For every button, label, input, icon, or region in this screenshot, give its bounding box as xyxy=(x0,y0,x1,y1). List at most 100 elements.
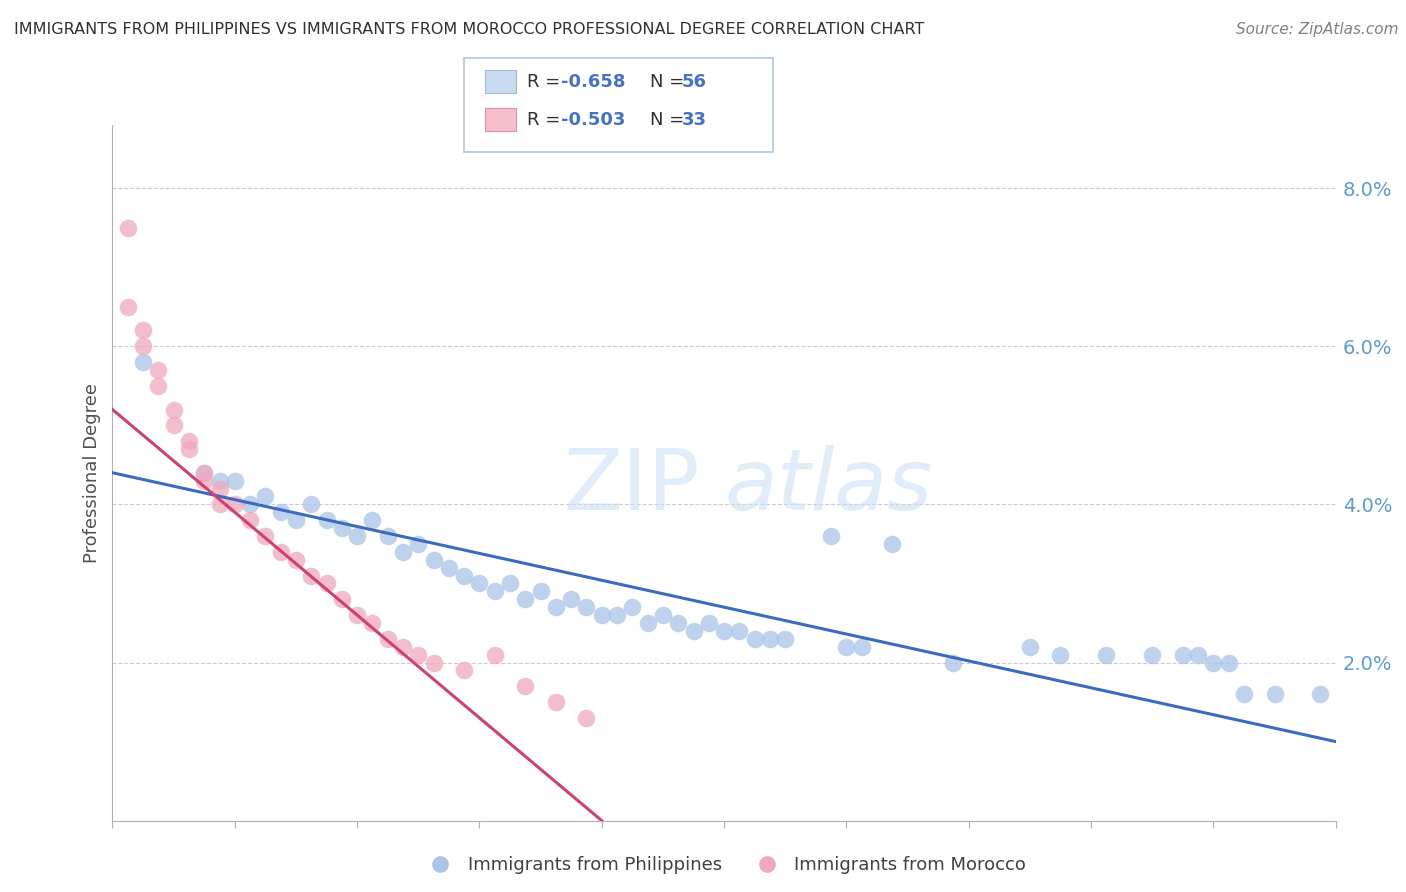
Point xyxy=(117,300,139,314)
Point xyxy=(942,656,965,670)
Point xyxy=(759,632,782,646)
Point xyxy=(163,402,186,417)
Point xyxy=(193,466,215,480)
Point xyxy=(132,323,155,337)
Point xyxy=(239,497,262,511)
Point xyxy=(148,363,170,377)
Point xyxy=(208,482,231,496)
Point xyxy=(468,576,491,591)
Point xyxy=(177,442,200,456)
Point xyxy=(652,608,675,623)
Point xyxy=(193,474,215,488)
Point xyxy=(544,695,567,709)
Point xyxy=(1142,648,1164,662)
Point xyxy=(392,640,415,654)
Point xyxy=(254,490,277,504)
Point xyxy=(208,497,231,511)
Point xyxy=(132,339,155,353)
Point xyxy=(408,537,430,551)
Point xyxy=(820,529,842,543)
Point xyxy=(1049,648,1071,662)
Point xyxy=(437,560,460,574)
Point xyxy=(208,474,231,488)
Point xyxy=(270,545,292,559)
Point xyxy=(284,513,308,527)
Text: R =: R = xyxy=(527,112,567,129)
Point xyxy=(270,505,292,519)
Point xyxy=(193,466,215,480)
Text: IMMIGRANTS FROM PHILIPPINES VS IMMIGRANTS FROM MOROCCO PROFESSIONAL DEGREE CORRE: IMMIGRANTS FROM PHILIPPINES VS IMMIGRANT… xyxy=(14,22,924,37)
Point xyxy=(346,608,368,623)
Point xyxy=(361,615,384,630)
Point xyxy=(621,600,644,615)
Point xyxy=(346,529,368,543)
Legend: Immigrants from Philippines, Immigrants from Morocco: Immigrants from Philippines, Immigrants … xyxy=(415,849,1033,881)
Y-axis label: Professional Degree: Professional Degree xyxy=(83,383,101,563)
Point xyxy=(606,608,628,623)
Point xyxy=(851,640,873,654)
Point xyxy=(132,355,155,369)
Point xyxy=(453,664,475,678)
Point xyxy=(330,521,353,535)
Point xyxy=(224,474,246,488)
Point xyxy=(1171,648,1194,662)
Point xyxy=(1218,656,1240,670)
Point xyxy=(422,552,444,567)
Point xyxy=(637,615,659,630)
Point xyxy=(239,513,262,527)
Text: 56: 56 xyxy=(682,73,707,91)
Point xyxy=(361,513,384,527)
Text: Source: ZipAtlas.com: Source: ZipAtlas.com xyxy=(1236,22,1399,37)
Point xyxy=(560,592,582,607)
Point xyxy=(728,624,751,638)
Point xyxy=(377,632,399,646)
Point xyxy=(299,568,322,582)
Point xyxy=(484,648,506,662)
Point xyxy=(713,624,735,638)
Point xyxy=(1018,640,1040,654)
Point xyxy=(224,497,246,511)
Point xyxy=(330,592,353,607)
Point xyxy=(575,600,598,615)
Point xyxy=(254,529,277,543)
Point xyxy=(408,648,430,662)
Point xyxy=(148,378,170,392)
Point xyxy=(1233,687,1256,701)
Text: N =: N = xyxy=(650,73,689,91)
Text: -0.658: -0.658 xyxy=(561,73,626,91)
Point xyxy=(177,434,200,449)
Text: R =: R = xyxy=(527,73,567,91)
Point xyxy=(515,592,537,607)
Point xyxy=(377,529,399,543)
Text: atlas: atlas xyxy=(724,445,932,528)
Point xyxy=(1309,687,1331,701)
Point xyxy=(666,615,689,630)
Text: ZIP: ZIP xyxy=(564,445,700,528)
Point xyxy=(163,418,186,433)
Point xyxy=(1264,687,1286,701)
Text: -0.503: -0.503 xyxy=(561,112,626,129)
Point xyxy=(284,552,308,567)
Point xyxy=(744,632,766,646)
Point xyxy=(882,537,904,551)
Point xyxy=(682,624,704,638)
Point xyxy=(835,640,858,654)
Point xyxy=(299,497,322,511)
Point xyxy=(591,608,613,623)
Point xyxy=(453,568,475,582)
Point xyxy=(544,600,567,615)
Point xyxy=(315,576,337,591)
Point xyxy=(575,711,598,725)
Point xyxy=(775,632,797,646)
Point xyxy=(1095,648,1118,662)
Point xyxy=(117,220,139,235)
Text: N =: N = xyxy=(650,112,689,129)
Point xyxy=(1187,648,1209,662)
Point xyxy=(392,545,415,559)
Point xyxy=(422,656,444,670)
Text: 33: 33 xyxy=(682,112,707,129)
Point xyxy=(499,576,522,591)
Point xyxy=(1202,656,1225,670)
Point xyxy=(484,584,506,599)
Point xyxy=(530,584,553,599)
